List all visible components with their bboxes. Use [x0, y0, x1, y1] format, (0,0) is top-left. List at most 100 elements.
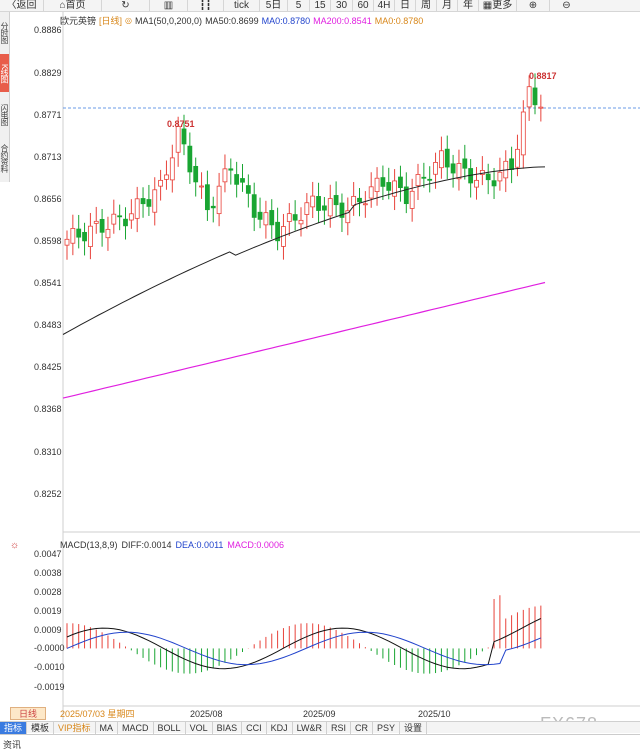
tab-boll[interactable]: BOLL: [154, 721, 186, 734]
tab-rsi[interactable]: RSI: [327, 721, 351, 734]
tab-settings[interactable]: 设置: [400, 721, 427, 734]
year-button[interactable]: 年: [458, 0, 479, 12]
candle-body: [450, 163, 456, 174]
refresh-button[interactable]: ↻: [102, 0, 150, 12]
price-tick: 0.8425: [34, 362, 62, 372]
tab-contract-info[interactable]: 合约资料: [0, 144, 9, 172]
candle-body: [316, 196, 321, 211]
settings-icon[interactable]: ◎: [125, 16, 133, 25]
h4-button[interactable]: 4H: [374, 0, 395, 12]
period-badge: 日线: [10, 707, 47, 720]
news-label[interactable]: 资讯: [3, 740, 22, 750]
diff-line: [66, 618, 542, 670]
tab-flash[interactable]: 闪电图: [0, 103, 9, 125]
macd-tick: 0.0038: [34, 568, 62, 578]
zoom-out-button[interactable]: ⊖: [550, 0, 583, 12]
candlestick-icon: ┇┇: [199, 0, 212, 11]
candle-body: [93, 220, 99, 224]
candle-body: [245, 185, 251, 194]
ma1-label: MA1(50,0,200,0): [135, 15, 203, 26]
candle-body: [321, 205, 327, 211]
zoom-in-button[interactable]: ⊕: [517, 0, 550, 12]
candle-body: [333, 195, 339, 206]
tab-indicator[interactable]: 指标: [0, 721, 28, 734]
candle-body: [286, 213, 292, 222]
candle-body: [175, 126, 181, 153]
tab-vip-indicator[interactable]: VIP指标: [54, 721, 96, 734]
tab-timeshare[interactable]: 分时图: [0, 21, 9, 43]
tab-macd[interactable]: MACD: [118, 721, 154, 734]
candle-body: [374, 177, 380, 192]
candle-body: [380, 177, 386, 187]
symbol-name: 欧元英镑: [60, 16, 97, 26]
candle-body: [216, 185, 222, 215]
candle-body: [403, 186, 409, 205]
home-button[interactable]: ⌂ 首页: [44, 0, 102, 12]
5day-button[interactable]: 5日: [260, 0, 288, 12]
candle-body: [82, 231, 87, 242]
tab-cr[interactable]: CR: [351, 721, 373, 734]
candle-body: [234, 174, 240, 185]
back-button[interactable]: 〈返回: [0, 0, 44, 12]
candle-button[interactable]: ┇┇: [188, 0, 224, 12]
macd-tick: 0.0019: [34, 606, 62, 616]
candle-body: [427, 178, 433, 181]
macd-histogram: [66, 595, 542, 674]
diff-label: DIFF:0.0014: [121, 540, 172, 550]
status-bar: 资讯: [0, 734, 640, 753]
candle-body: [269, 210, 275, 226]
tab-vol[interactable]: VOL: [186, 721, 213, 734]
candle-body: [88, 225, 93, 247]
candle-body: [251, 194, 257, 218]
m15-button[interactable]: 15: [310, 0, 331, 12]
zoom-in-icon: ⊕: [528, 0, 538, 11]
candle-body: [181, 128, 187, 145]
candle-body: [263, 212, 269, 226]
candle-body: [526, 86, 532, 108]
macd-tick: -0.0019: [34, 682, 65, 692]
month-button[interactable]: 月: [437, 0, 458, 12]
price-tick: 0.8368: [34, 404, 62, 414]
price-tick: 0.8713: [34, 152, 62, 162]
candle-body: [204, 184, 210, 211]
candle-body: [117, 215, 123, 218]
candle-body: [415, 174, 421, 187]
tab-ma[interactable]: MA: [96, 721, 119, 734]
tab-lwr[interactable]: LW&R: [293, 721, 327, 734]
candle-body: [538, 106, 544, 109]
candle-body: [421, 176, 427, 179]
tick-button[interactable]: tick: [224, 0, 260, 12]
cursor-date: 2025/07/03 星期四: [60, 709, 135, 719]
candle-body: [275, 221, 281, 242]
m60-button[interactable]: 60: [353, 0, 374, 12]
candle-body: [462, 158, 468, 169]
price-tick: 0.8310: [34, 447, 62, 457]
candle-body: [105, 228, 111, 239]
candle-body: [210, 205, 216, 209]
tab-cci[interactable]: CCI: [242, 721, 267, 734]
more-button[interactable]: ▦ 更多: [479, 0, 517, 12]
m5-button[interactable]: 5: [288, 0, 310, 12]
tab-template[interactable]: 模板: [27, 721, 55, 734]
home-icon: ⌂: [59, 0, 66, 11]
candle-body: [362, 203, 368, 206]
candle-body: [398, 176, 403, 189]
tab-bias[interactable]: BIAS: [213, 721, 243, 734]
m30-button[interactable]: 30: [331, 0, 353, 12]
tab-kline[interactable]: K线图: [0, 54, 9, 92]
candle-body: [327, 198, 333, 217]
x-tick: 2025/10: [418, 709, 451, 719]
tab-kdj[interactable]: KDJ: [267, 721, 293, 734]
week-button[interactable]: 周: [416, 0, 437, 12]
tab-psy[interactable]: PSY: [373, 721, 400, 734]
candle-body: [64, 238, 70, 246]
candle-body: [456, 163, 462, 180]
candle-body: [386, 182, 392, 191]
candle-body: [474, 179, 479, 188]
candle-body: [99, 218, 105, 233]
bar-chart-button[interactable]: ▥: [150, 0, 188, 12]
macd-settings-icon[interactable]: ☼: [10, 539, 20, 551]
candle-body: [497, 171, 503, 182]
day-button[interactable]: 日: [395, 0, 416, 12]
